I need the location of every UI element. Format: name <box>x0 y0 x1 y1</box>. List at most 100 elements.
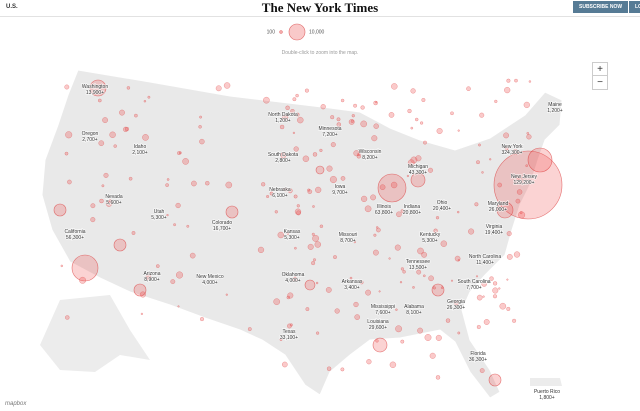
state-name: Nebraska <box>269 187 291 193</box>
bubble <box>90 203 96 209</box>
bubble <box>353 301 359 308</box>
state-cases: 4,000+ <box>285 278 301 284</box>
state-cases: 36,300+ <box>469 357 487 363</box>
bubble <box>320 104 326 110</box>
bubble <box>282 114 289 121</box>
bubble <box>476 294 483 301</box>
state-name: Puerto Rico <box>534 389 560 395</box>
bubble <box>415 117 419 122</box>
bubble <box>435 334 442 341</box>
bubble <box>304 279 316 291</box>
state-cases: 20,400+ <box>433 206 451 212</box>
zoom-in-button[interactable]: + <box>592 62 608 77</box>
state-name: Alabama <box>404 304 424 310</box>
bubble <box>468 228 475 235</box>
state-cases: 11,400+ <box>476 260 494 266</box>
bubble <box>410 126 414 130</box>
bubble <box>445 318 451 323</box>
logo[interactable]: The New York Times <box>261 0 379 15</box>
bubble <box>155 264 160 268</box>
bubble <box>421 97 426 102</box>
bubble <box>302 155 310 163</box>
bubble <box>421 251 427 258</box>
bubble <box>417 327 423 334</box>
bubble <box>513 251 521 258</box>
bubble <box>483 319 490 325</box>
state-cases: 33,100+ <box>280 335 298 341</box>
bubble <box>113 144 117 148</box>
bubble <box>295 93 299 98</box>
state-name: Wisconsin <box>359 149 382 155</box>
bubble <box>305 307 310 311</box>
bubble <box>225 181 233 189</box>
bubble <box>476 325 481 330</box>
bubble <box>479 112 485 118</box>
bubble <box>525 164 529 167</box>
bubble <box>307 243 314 250</box>
bubble <box>122 126 129 132</box>
bubble <box>71 254 99 282</box>
bubble <box>412 286 415 289</box>
state-name: New Jersey <box>511 174 538 180</box>
legend: 100 10,000 <box>267 23 325 41</box>
bubble <box>225 293 228 296</box>
state-name: Arkansas <box>342 279 363 285</box>
bubble <box>400 267 404 271</box>
bubble <box>287 292 294 299</box>
bubble <box>353 103 357 108</box>
state-name: Missouri <box>339 232 358 238</box>
bubble <box>293 146 299 152</box>
bubble <box>334 308 340 314</box>
attribution[interactable]: mapbox <box>5 401 27 407</box>
bubble <box>373 100 378 106</box>
bubble <box>400 209 404 213</box>
bubble <box>528 80 532 83</box>
state-cases: 19,400+ <box>485 230 503 236</box>
bubble <box>389 361 397 368</box>
bubble <box>286 295 290 300</box>
login-button[interactable]: LOG IN <box>629 1 640 13</box>
bubble <box>283 187 288 192</box>
zoom-out-button[interactable]: − <box>592 75 608 90</box>
state-name: Oregon <box>82 131 99 137</box>
bubble <box>131 231 136 235</box>
bubble <box>428 167 434 173</box>
bubble <box>99 198 104 204</box>
bubble <box>394 244 401 251</box>
bubble <box>481 171 484 174</box>
bubble <box>113 238 127 252</box>
state-cases: 324,300+ <box>502 150 523 156</box>
bubble <box>64 151 69 156</box>
bubble <box>89 79 107 97</box>
bubble <box>440 286 444 289</box>
bubble <box>297 116 304 124</box>
bubble <box>370 194 376 201</box>
bubble <box>429 352 436 359</box>
state-cases: 63,800+ <box>375 210 393 216</box>
bubble <box>108 199 113 204</box>
bubble <box>139 291 146 298</box>
bubble <box>281 361 288 368</box>
bubble <box>340 367 345 372</box>
bubble <box>379 184 386 190</box>
bubble <box>376 226 379 229</box>
bubble <box>422 274 426 278</box>
bubble <box>79 276 87 284</box>
bubble <box>175 202 181 209</box>
bubble <box>282 188 285 191</box>
bubble <box>423 140 427 145</box>
state-cases: 29,600+ <box>369 325 387 331</box>
bubble <box>410 172 426 188</box>
section-link[interactable]: U.S. <box>6 4 18 10</box>
bubble <box>199 115 203 119</box>
bubble <box>134 113 138 118</box>
bubble <box>407 159 415 166</box>
subscribe-button[interactable]: SUBSCRIBE NOW <box>573 1 629 13</box>
state-cases: 2,100+ <box>132 150 148 156</box>
state-cases: 20,800+ <box>403 210 421 216</box>
bubble <box>290 108 295 114</box>
bubble <box>128 176 133 181</box>
bubble <box>263 96 270 104</box>
state-cases: 1,800+ <box>539 395 555 401</box>
